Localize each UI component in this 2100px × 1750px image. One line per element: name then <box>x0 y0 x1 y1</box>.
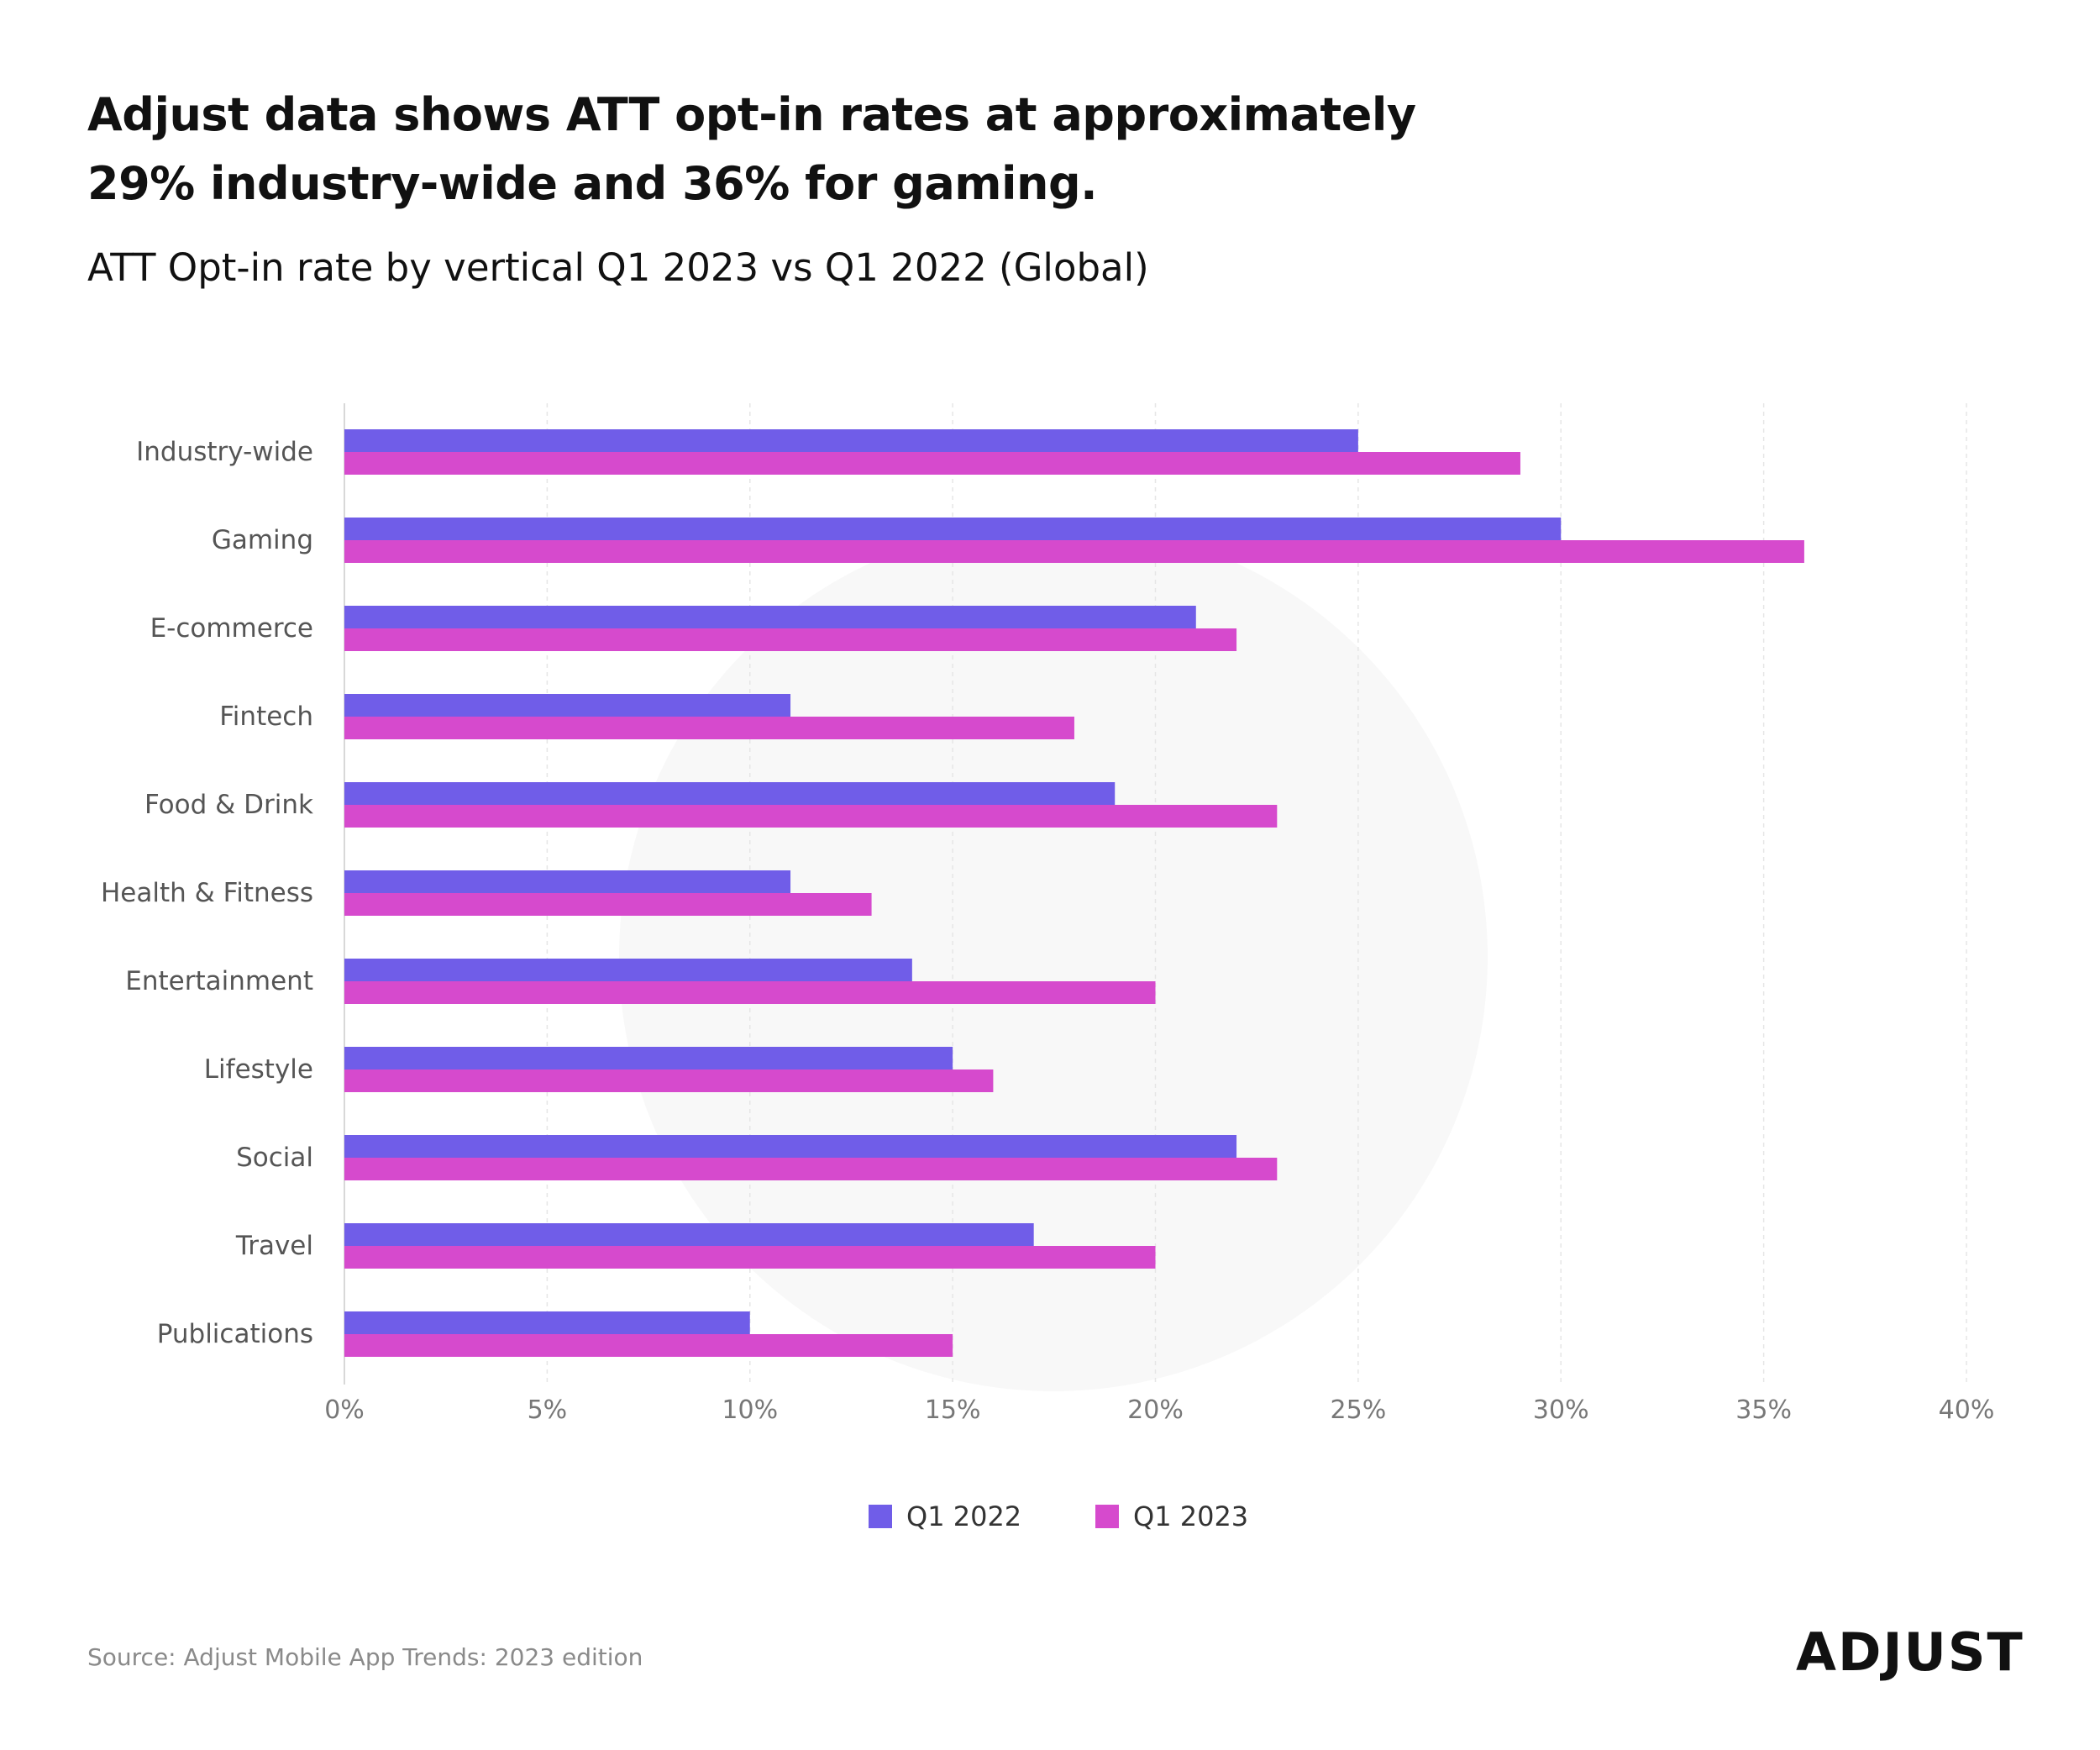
category-label: Food & Drink <box>144 790 313 820</box>
bar-q1-2022 <box>344 782 1116 805</box>
bar-q1-2023 <box>344 805 1278 828</box>
bar-q1-2022 <box>344 959 912 981</box>
bar-q1-2022 <box>344 429 1358 452</box>
category-label: Gaming <box>212 525 313 555</box>
category-label: Social <box>236 1143 313 1173</box>
x-tick-label: 0% <box>324 1395 365 1425</box>
bar-q1-2022 <box>344 1311 750 1334</box>
bar-q1-2022 <box>344 606 1196 628</box>
legend-label: Q1 2022 <box>906 1500 1021 1532</box>
source-note: Source: Adjust Mobile App Trends: 2023 e… <box>87 1643 643 1671</box>
bar-q1-2022 <box>344 1047 953 1069</box>
category-label: Lifestyle <box>204 1054 313 1085</box>
x-tick-label: 35% <box>1735 1395 1792 1425</box>
x-tick-label: 25% <box>1331 1395 1387 1425</box>
x-tick-label: 5% <box>528 1395 568 1425</box>
category-label: Travel <box>235 1231 313 1261</box>
bar-q1-2023 <box>344 981 1156 1004</box>
x-tick-label: 20% <box>1127 1395 1184 1425</box>
bar-q1-2022 <box>344 1135 1237 1158</box>
bar-q1-2023 <box>344 717 1074 739</box>
chart-title: Adjust data shows ATT opt-in rates at ap… <box>87 88 1416 210</box>
bar-q1-2023 <box>344 893 872 916</box>
bar-q1-2023 <box>344 1334 953 1357</box>
bar-q1-2023 <box>344 1158 1278 1180</box>
category-label: Entertainment <box>125 966 313 996</box>
bar-q1-2022 <box>344 518 1562 540</box>
category-label: Health & Fitness <box>101 878 313 908</box>
x-tick-label: 15% <box>925 1395 981 1425</box>
bar-q1-2023 <box>344 1246 1156 1269</box>
x-tick-label: 30% <box>1533 1395 1589 1425</box>
category-label: E-commerce <box>150 613 313 644</box>
x-tick-label: 40% <box>1939 1395 1995 1425</box>
category-label: Industry-wide <box>136 437 313 467</box>
bar-q1-2022 <box>344 1223 1034 1246</box>
bar-q1-2023 <box>344 540 1804 563</box>
category-label: Publications <box>157 1319 313 1349</box>
legend-label: Q1 2023 <box>1133 1500 1248 1532</box>
legend-swatch <box>1095 1505 1119 1528</box>
bar-q1-2023 <box>344 452 1520 475</box>
adjust-logo: ADJUST <box>1796 1621 2024 1683</box>
category-label: Fintech <box>219 702 313 732</box>
chart-subtitle: ATT Opt-in rate by vertical Q1 2023 vs Q… <box>87 245 1149 290</box>
bar-q1-2023 <box>344 628 1237 651</box>
legend-swatch <box>869 1505 892 1528</box>
bar-q1-2023 <box>344 1069 994 1092</box>
x-tick-label: 10% <box>722 1395 778 1425</box>
bar-q1-2022 <box>344 870 791 893</box>
bar-q1-2022 <box>344 694 791 717</box>
